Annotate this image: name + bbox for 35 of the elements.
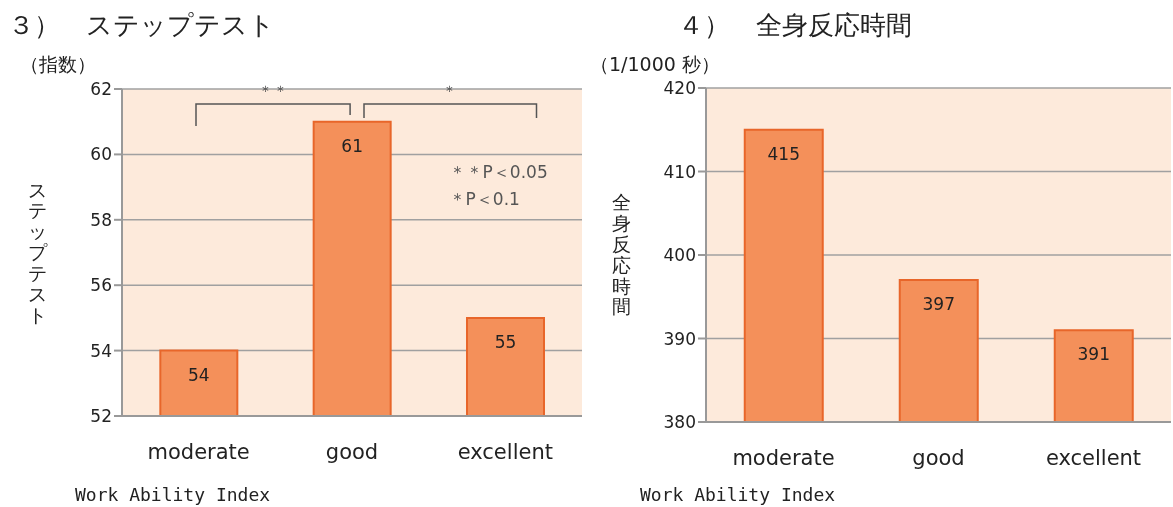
x-tick-label: moderate xyxy=(732,445,835,470)
y-tick-label: 380 xyxy=(663,412,696,433)
chart-title: ３） ステップテスト xyxy=(8,9,275,42)
y-tick-label: 60 xyxy=(90,144,112,165)
annotation: ＊ xyxy=(442,82,458,101)
y-tick-label: 62 xyxy=(90,79,112,100)
y-axis-title: 全身反応時間 xyxy=(612,191,631,318)
chart-subtitle: （指数） xyxy=(20,52,96,77)
y-tick-label: 400 xyxy=(663,245,696,266)
x-axis-title: Work Ability Index xyxy=(640,484,836,505)
data-label: 391 xyxy=(1077,344,1110,365)
data-label: 397 xyxy=(922,294,955,315)
data-label: 61 xyxy=(341,135,363,156)
x-tick-label: moderate xyxy=(147,439,250,464)
x-tick-label: good xyxy=(912,445,965,470)
data-label: 55 xyxy=(494,331,517,352)
x-axis-title: Work Ability Index xyxy=(75,484,271,505)
chart-subtitle: （1/1000 秒） xyxy=(590,52,720,77)
data-label: 415 xyxy=(767,143,800,164)
y-tick-label: 58 xyxy=(90,209,112,230)
y-tick-label: 390 xyxy=(663,328,696,349)
y-tick-label: 56 xyxy=(90,275,112,296)
y-tick-label: 420 xyxy=(663,78,696,99)
chart-title: ４） 全身反応時間 xyxy=(678,9,912,42)
data-label: 54 xyxy=(188,364,210,385)
annotation: ＊＊ xyxy=(257,82,288,101)
x-tick-label: excellent xyxy=(457,439,553,464)
y-tick-label: 410 xyxy=(663,161,696,182)
y-tick-label: 52 xyxy=(90,406,112,427)
x-tick-label: excellent xyxy=(1045,445,1142,470)
y-tick-label: 54 xyxy=(90,340,112,361)
y-axis-title: ステップテスト xyxy=(28,178,47,326)
annotation: ＊＊P＜0.05 xyxy=(448,161,548,184)
x-tick-label: good xyxy=(325,439,379,464)
annotation: ＊P＜0.1 xyxy=(448,188,520,211)
